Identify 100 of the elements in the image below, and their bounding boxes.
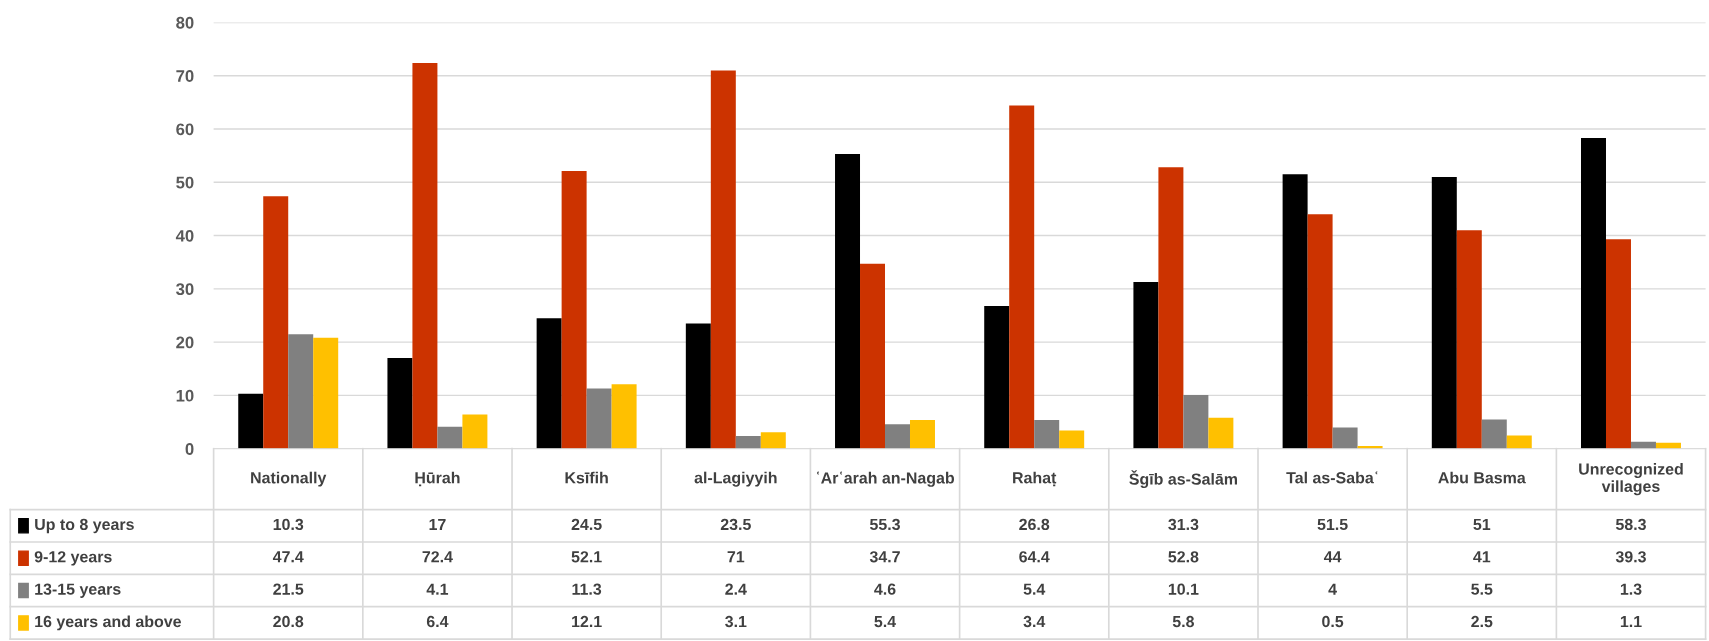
bar xyxy=(238,393,264,449)
x-tick-label: Unrecognized villages xyxy=(1579,463,1683,496)
bar xyxy=(462,414,488,449)
data-label: 1.3 xyxy=(1620,583,1642,595)
bar xyxy=(1133,281,1159,449)
bar xyxy=(536,318,562,449)
legend-label: 13-15 years xyxy=(35,583,121,598)
legend-label: 16 years and above xyxy=(35,615,182,631)
legend-label: 9-12 years xyxy=(34,551,112,566)
bar xyxy=(885,424,910,449)
data-label: 2.4 xyxy=(725,583,747,595)
bar xyxy=(910,419,935,449)
x-tick-label: Tal as-Sabaʿ xyxy=(1286,471,1378,484)
data-label: 5.5 xyxy=(1471,583,1493,595)
x-tick-label: Ksīfih xyxy=(565,471,608,484)
bar xyxy=(860,263,886,449)
y-tick-label: 70 xyxy=(176,70,194,82)
data-label: 5.4 xyxy=(874,616,897,628)
data-label: 23.5 xyxy=(720,518,751,531)
bar xyxy=(1605,239,1631,449)
bar xyxy=(835,154,861,449)
data-label: 52.8 xyxy=(1168,551,1199,563)
data-label: 47.4 xyxy=(272,551,304,563)
data-label: 3.4 xyxy=(1023,615,1046,628)
bar xyxy=(611,384,637,449)
x-tick-label: Ḥūrah xyxy=(415,471,460,487)
data-label: 3.1 xyxy=(725,615,747,628)
data-label: 4.6 xyxy=(874,583,896,595)
data-label: 10.1 xyxy=(1168,583,1199,595)
data-label: 1.1 xyxy=(1620,616,1642,628)
bar xyxy=(1059,430,1085,449)
data-label: 72.4 xyxy=(422,551,453,563)
bar xyxy=(263,196,289,449)
data-label: 26.8 xyxy=(1019,518,1050,531)
data-label: 71 xyxy=(727,551,745,563)
data-label: 24.5 xyxy=(571,518,602,531)
x-tick-label: Rahaṭ xyxy=(1013,471,1057,487)
data-label: 5.8 xyxy=(1172,615,1195,628)
data-label: 31.3 xyxy=(1168,518,1199,531)
data-label: 44 xyxy=(1323,551,1342,563)
legend-label: Up to 8 years xyxy=(35,518,134,534)
data-label: 39.3 xyxy=(1615,551,1646,563)
bar xyxy=(984,305,1010,449)
data-label: 41 xyxy=(1473,551,1491,563)
data-label: 20.8 xyxy=(273,615,304,628)
bar xyxy=(412,62,438,449)
y-tick-label: 80 xyxy=(176,16,194,29)
y-tick-label: 0 xyxy=(185,443,194,455)
bar xyxy=(1332,427,1358,449)
bar xyxy=(1506,435,1532,449)
bar xyxy=(561,171,587,449)
bar xyxy=(1009,105,1035,449)
bar xyxy=(437,426,463,449)
y-tick-label: 60 xyxy=(176,123,194,136)
data-label: 10.3 xyxy=(273,518,304,531)
data-label: 51.5 xyxy=(1317,518,1348,531)
bar xyxy=(1158,167,1184,449)
x-tick-label: Nationally xyxy=(251,471,327,487)
data-label: 17 xyxy=(429,518,446,530)
data-label: 64.4 xyxy=(1019,551,1050,563)
x-tick-label: ʿArʿarah an-Nagab xyxy=(817,471,955,487)
data-label: 12.1 xyxy=(572,615,602,628)
bar xyxy=(1481,419,1507,449)
data-label: 58.3 xyxy=(1615,518,1646,531)
data-label: 34.7 xyxy=(869,551,900,563)
data-label: 51 xyxy=(1473,518,1491,531)
bar xyxy=(685,323,711,449)
data-label: 4.1 xyxy=(426,583,449,595)
bar xyxy=(1307,214,1333,449)
bar xyxy=(288,334,314,449)
data-label: 4 xyxy=(1328,583,1337,595)
data-label: 5.4 xyxy=(1023,583,1046,595)
bar xyxy=(387,358,413,449)
bar xyxy=(1456,230,1482,449)
y-tick-label: 30 xyxy=(176,283,194,296)
x-tick-label: Šgīb as-Salām xyxy=(1129,470,1237,488)
bar xyxy=(1431,176,1457,449)
data-label: 0.5 xyxy=(1322,615,1344,628)
bar xyxy=(1034,419,1060,449)
bar xyxy=(710,70,736,449)
y-tick-label: 40 xyxy=(175,229,194,242)
bar xyxy=(1581,138,1606,449)
y-tick-label: 20 xyxy=(176,336,194,349)
data-label: 6.4 xyxy=(426,615,449,628)
y-tick-label: 10 xyxy=(176,389,194,402)
data-label: 2.5 xyxy=(1471,615,1493,628)
data-label: 21.5 xyxy=(273,583,304,595)
y-tick-label: 50 xyxy=(176,176,194,189)
x-tick-label: al-Lagiyyih xyxy=(694,471,777,487)
data-label: 52.1 xyxy=(571,551,602,563)
data-label: 55.3 xyxy=(869,518,900,531)
bar xyxy=(313,337,339,449)
bar xyxy=(1208,417,1234,449)
bar xyxy=(760,432,786,449)
x-tick-label: Abu Basma xyxy=(1438,471,1526,484)
data-label: 11.3 xyxy=(572,583,602,595)
bar xyxy=(1282,174,1308,449)
bar xyxy=(586,388,612,449)
bar xyxy=(1183,394,1209,449)
bar xyxy=(735,435,761,449)
